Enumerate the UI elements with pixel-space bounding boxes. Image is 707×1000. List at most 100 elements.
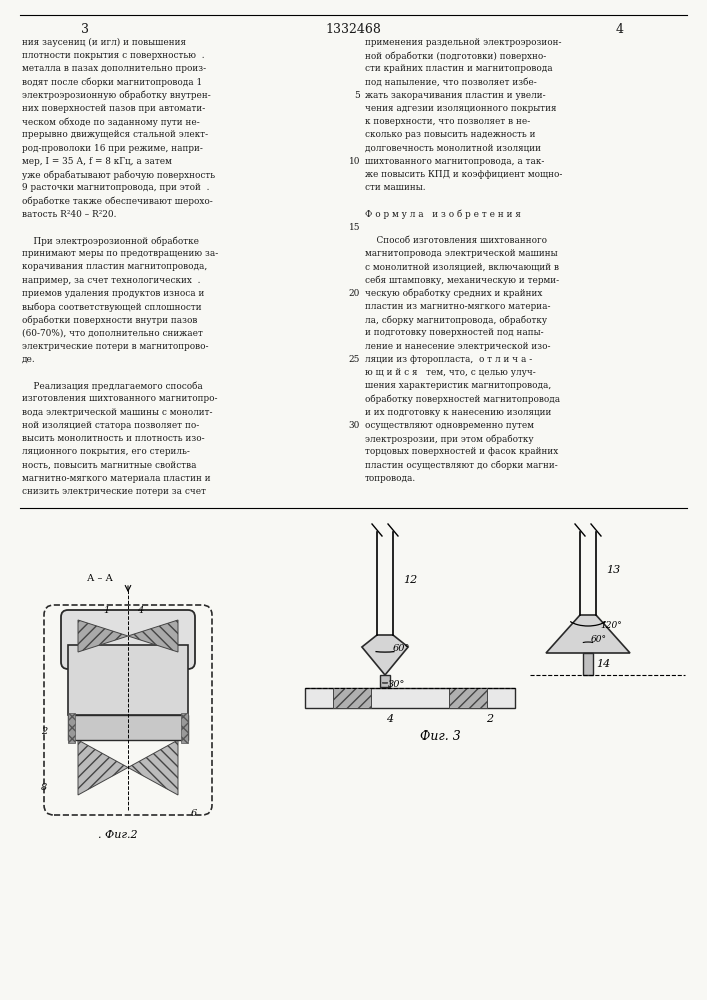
Text: сколько раз повысить надежность и: сколько раз повысить надежность и (365, 130, 535, 139)
Text: 60°: 60° (591, 635, 607, 644)
Text: водят после сборки магнитопровода 1: водят после сборки магнитопровода 1 (22, 78, 202, 87)
Text: 6: 6 (191, 808, 197, 818)
Bar (449, 688, 487, 708)
Text: обработку поверхностей магнитопровода: обработку поверхностей магнитопровода (365, 394, 560, 404)
Text: шения характеристик магнитопровода,: шения характеристик магнитопровода, (365, 381, 551, 390)
Text: ю щ и й с я   тем, что, с целью улуч-: ю щ и й с я тем, что, с целью улуч- (365, 368, 536, 377)
Text: ческую обработку средних и крайних: ческую обработку средних и крайних (365, 289, 542, 298)
Text: сти машины.: сти машины. (365, 183, 426, 192)
Text: ной обработки (подготовки) поверхно-: ной обработки (подготовки) поверхно- (365, 51, 547, 61)
Text: к поверхности, что позволяет в не-: к поверхности, что позволяет в не- (365, 117, 530, 126)
Text: изготовления шихтованного магнитопро-: изготовления шихтованного магнитопро- (22, 394, 218, 403)
Text: ческом обходе по заданному пути не-: ческом обходе по заданному пути не- (22, 117, 200, 127)
Bar (68, 713, 75, 743)
Text: например, за счет технологических  .: например, за счет технологических . (22, 276, 201, 285)
Text: 13: 13 (606, 565, 620, 575)
Text: жать закорачивания пластин и увели-: жать закорачивания пластин и увели- (365, 91, 546, 100)
Text: 4: 4 (387, 714, 394, 724)
Text: и их подготовку к нанесению изоляции: и их подготовку к нанесению изоляции (365, 408, 551, 417)
Text: же повысить КПД и коэффициент мощно-: же повысить КПД и коэффициент мощно- (365, 170, 562, 179)
Text: ной изоляцией статора позволяет по-: ной изоляцией статора позволяет по- (22, 421, 199, 430)
Text: 30: 30 (349, 421, 360, 430)
Text: сти крайних пластин и магнитопровода: сти крайних пластин и магнитопровода (365, 64, 553, 73)
Text: 12: 12 (403, 575, 417, 585)
Text: магнитопровода электрической машины: магнитопровода электрической машины (365, 249, 558, 258)
Text: де.: де. (22, 355, 36, 364)
Text: обработке также обеспечивают шерохо-: обработке также обеспечивают шерохо- (22, 196, 213, 206)
Text: снизить электрические потери за счет: снизить электрические потери за счет (22, 487, 206, 496)
Text: При электроэрозионной обработке: При электроэрозионной обработке (22, 236, 199, 245)
Text: 8: 8 (41, 782, 47, 792)
Bar (68, 715, 188, 740)
Text: пластин осуществляют до сборки магни-: пластин осуществляют до сборки магни- (365, 460, 558, 470)
Bar (305, 688, 515, 708)
Text: электроэрозионную обработку внутрен-: электроэрозионную обработку внутрен- (22, 91, 211, 100)
Text: . Фиг.2: . Фиг.2 (98, 830, 138, 840)
Text: 30°: 30° (388, 680, 405, 689)
Text: пластин из магнитно-мягкого материа-: пластин из магнитно-мягкого материа- (365, 302, 551, 311)
Text: 10: 10 (349, 157, 360, 166)
Text: 3: 3 (81, 23, 89, 36)
Text: электрические потери в магнитопрово-: электрические потери в магнитопрово- (22, 342, 209, 351)
Text: приемов удаления продуктов износа и: приемов удаления продуктов износа и (22, 289, 204, 298)
Polygon shape (78, 620, 128, 652)
Text: 1: 1 (103, 606, 109, 615)
Text: чения адгезии изоляционного покрытия: чения адгезии изоляционного покрытия (365, 104, 556, 113)
Text: применения раздельной электроэрозион-: применения раздельной электроэрозион- (365, 38, 561, 47)
Text: под напыление, что позволяет избе-: под напыление, что позволяет избе- (365, 78, 537, 87)
Text: топровода.: топровода. (365, 474, 416, 483)
Text: 25: 25 (349, 355, 360, 364)
Polygon shape (362, 635, 408, 675)
Text: долговечность монолитной изоляции: долговечность монолитной изоляции (365, 144, 541, 153)
Text: 5: 5 (354, 91, 360, 100)
Text: 2: 2 (41, 728, 47, 736)
Text: прерывно движущейся стальной элект-: прерывно движущейся стальной элект- (22, 130, 208, 139)
Text: принимают меры по предотвращению за-: принимают меры по предотвращению за- (22, 249, 218, 258)
Text: ность, повысить магнитные свойства: ность, повысить магнитные свойства (22, 460, 197, 469)
Text: себя штамповку, механическую и терми-: себя штамповку, механическую и терми- (365, 276, 559, 285)
Bar (68, 645, 188, 715)
Text: 1332468: 1332468 (325, 23, 381, 36)
Text: мер, I = 35 А, f = 8 кГц, а затем: мер, I = 35 А, f = 8 кГц, а затем (22, 157, 172, 166)
Text: Фиг. 3: Фиг. 3 (420, 730, 460, 743)
Polygon shape (128, 620, 178, 652)
Text: ление и нанесение электрической изо-: ление и нанесение электрической изо- (365, 342, 551, 351)
Text: обработки поверхности внутри пазов: обработки поверхности внутри пазов (22, 315, 197, 325)
FancyBboxPatch shape (61, 610, 195, 669)
Text: 14: 14 (596, 659, 610, 669)
Text: (60-70%), что дополнительно снижает: (60-70%), что дополнительно снижает (22, 328, 203, 337)
Bar (583, 653, 593, 675)
Polygon shape (128, 740, 178, 795)
Text: металла в пазах дополнительно произ-: металла в пазах дополнительно произ- (22, 64, 206, 73)
Bar (380, 675, 390, 687)
Text: 20: 20 (349, 289, 360, 298)
Text: 2: 2 (486, 714, 493, 724)
Text: ния заусениц (и игл) и повышения: ния заусениц (и игл) и повышения (22, 38, 186, 47)
Text: ватость R²40 – R²20.: ватость R²40 – R²20. (22, 210, 117, 219)
Text: 60°: 60° (393, 644, 410, 653)
Text: шихтованного магнитопровода, а так-: шихтованного магнитопровода, а так- (365, 157, 544, 166)
Text: уже обрабатывают рабочую поверхность: уже обрабатывают рабочую поверхность (22, 170, 215, 180)
Text: вода электрической машины с монолит-: вода электрической машины с монолит- (22, 408, 213, 417)
Text: 4: 4 (616, 23, 624, 36)
Text: Ф о р м у л а   и з о б р е т е н и я: Ф о р м у л а и з о б р е т е н и я (365, 210, 521, 219)
Polygon shape (546, 615, 630, 653)
Text: них поверхностей пазов при автомати-: них поверхностей пазов при автомати- (22, 104, 205, 113)
Text: высить монолитность и плотность изо-: высить монолитность и плотность изо- (22, 434, 204, 443)
Polygon shape (78, 740, 128, 795)
Text: плотности покрытия с поверхностью  .: плотности покрытия с поверхностью . (22, 51, 204, 60)
Text: 4: 4 (137, 606, 143, 615)
Text: осуществляют одновременно путем: осуществляют одновременно путем (365, 421, 534, 430)
Text: род-проволоки 16 при режиме, напри-: род-проволоки 16 при режиме, напри- (22, 144, 203, 153)
Text: корачивания пластин магнитопровода,: корачивания пластин магнитопровода, (22, 262, 207, 271)
Text: Реализация предлагаемого способа: Реализация предлагаемого способа (22, 381, 203, 391)
Text: 120°: 120° (600, 620, 621, 630)
Text: 9 расточки магнитопровода, при этой  .: 9 расточки магнитопровода, при этой . (22, 183, 209, 192)
Text: электрозрозии, при этом обработку: электрозрозии, при этом обработку (365, 434, 534, 444)
Text: ляции из фторопласта,  о т л и ч а -: ляции из фторопласта, о т л и ч а - (365, 355, 532, 364)
Bar (181, 713, 188, 743)
Text: Способ изготовления шихтованного: Способ изготовления шихтованного (365, 236, 547, 245)
Text: 15: 15 (349, 223, 360, 232)
Text: торцовых поверхностей и фасок крайних: торцовых поверхностей и фасок крайних (365, 447, 559, 456)
Text: ла, сборку магнитопровода, обработку: ла, сборку магнитопровода, обработку (365, 315, 547, 325)
